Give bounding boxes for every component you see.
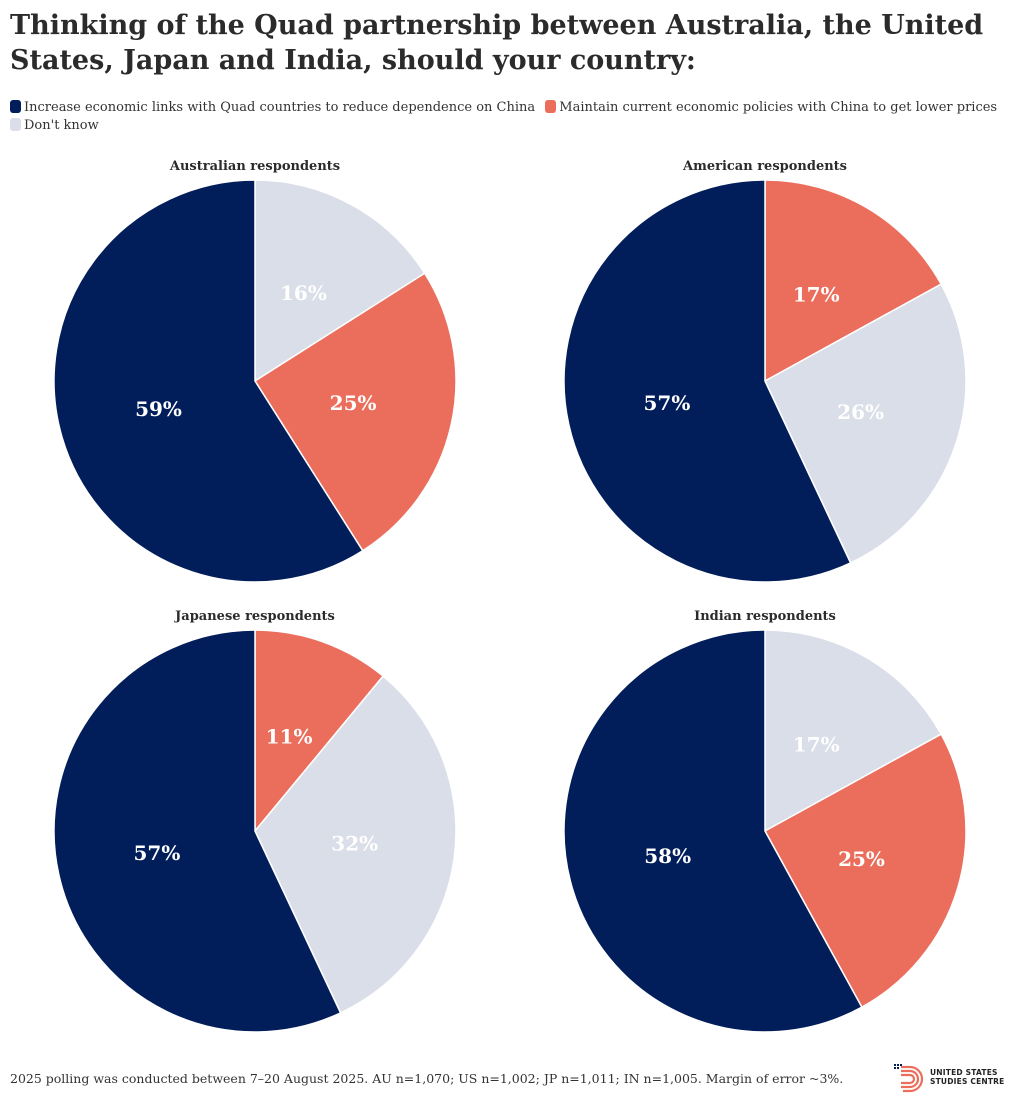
pie-label-indian-respondents-maintain: 25%	[838, 847, 885, 871]
pie-slice-japanese-respondents-increase[interactable]	[53, 629, 342, 1033]
pie-slice-american-respondents-increase[interactable]	[563, 179, 852, 583]
logo-text-line2: STUDIES CENTRE	[930, 1077, 1005, 1086]
pie-label-australian-respondents-dont-know: 16%	[280, 281, 327, 305]
footer-note: 2025 polling was conducted between 7–20 …	[10, 1071, 844, 1086]
pie-charts: Australian respondents 16% 25% 59% American …	[53, 159, 967, 1033]
pie-label-american-respondents-maintain: 17%	[793, 282, 840, 306]
pie-japanese-respondents: Japanese respondents 11% 32% 57%	[53, 609, 457, 1033]
legend: Increase economic links with Quad countr…	[10, 99, 1010, 135]
pie-title-australian-respondents: Australian respondents	[169, 159, 340, 174]
legend-label-dont-know: Don't know	[24, 118, 99, 133]
pie-american-respondents: American respondents 17% 26% 57%	[563, 159, 967, 583]
pie-title-japanese-respondents: Japanese respondents	[174, 609, 335, 624]
pie-slice-american-respondents-dont-know[interactable]	[764, 283, 967, 564]
legend-item-increase[interactable]: Increase economic links with Quad countr…	[10, 99, 535, 117]
pie-slice-australian-respondents-dont-know[interactable]	[254, 179, 426, 383]
pie-label-japanese-respondents-maintain: 11%	[266, 724, 313, 748]
logo-text-line1: UNITED STATES	[930, 1068, 998, 1077]
pie-slice-japanese-respondents-dont-know[interactable]	[254, 675, 457, 1014]
pie-label-indian-respondents-increase: 58%	[644, 844, 691, 868]
pie-slice-japanese-respondents-maintain[interactable]	[254, 629, 385, 834]
ussc-logo: UNITED STATES STUDIES CENTRE	[893, 1062, 1009, 1094]
legend-item-dont-know[interactable]: Don't know	[10, 117, 99, 135]
pie-slice-indian-respondents-maintain[interactable]	[763, 733, 967, 1009]
pie-title-american-respondents: American respondents	[682, 159, 847, 174]
pie-label-american-respondents-increase: 57%	[643, 391, 690, 415]
pie-label-japanese-respondents-increase: 57%	[133, 841, 180, 865]
pie-label-american-respondents-dont-know: 26%	[837, 400, 884, 424]
pie-australian-respondents: Australian respondents 16% 25% 59%	[53, 159, 457, 583]
pie-indian-respondents: Indian respondents 17% 25% 58%	[563, 609, 967, 1033]
ussc-logo-mark-icon	[894, 1064, 924, 1093]
legend-label-increase: Increase economic links with Quad countr…	[24, 100, 536, 115]
legend-item-maintain[interactable]: Maintain current economic policies with …	[545, 99, 997, 117]
pie-label-australian-respondents-increase: 59%	[135, 397, 182, 421]
pie-label-japanese-respondents-dont-know: 32%	[331, 832, 378, 856]
chart-title: Thinking of the Quad partnership between…	[10, 10, 984, 76]
legend-swatch-maintain	[545, 100, 557, 113]
pie-slice-australian-respondents-increase[interactable]	[53, 179, 364, 583]
legend-label-maintain: Maintain current economic policies with …	[559, 100, 998, 115]
pie-slice-australian-respondents-maintain[interactable]	[253, 272, 457, 552]
pie-label-australian-respondents-maintain: 25%	[330, 391, 377, 415]
pie-slice-indian-respondents-dont-know[interactable]	[764, 629, 943, 833]
pie-slice-american-respondents-maintain[interactable]	[764, 179, 943, 383]
pie-label-indian-respondents-dont-know: 17%	[793, 732, 840, 756]
legend-swatch-dont-know	[10, 118, 21, 131]
pie-title-indian-respondents: Indian respondents	[694, 609, 836, 624]
pie-slice-indian-respondents-increase[interactable]	[563, 629, 863, 1033]
legend-swatch-increase	[10, 100, 21, 113]
